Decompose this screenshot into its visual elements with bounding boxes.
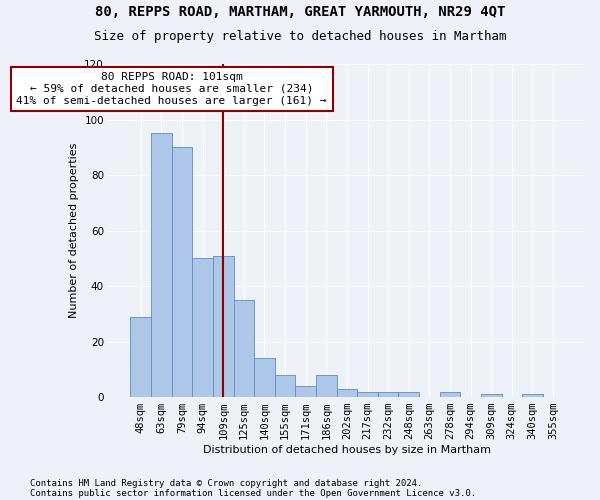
Bar: [151, 134, 172, 397]
Bar: [233, 300, 254, 397]
Bar: [398, 392, 419, 397]
Bar: [254, 358, 275, 397]
Text: Contains public sector information licensed under the Open Government Licence v3: Contains public sector information licen…: [30, 488, 476, 498]
Bar: [172, 148, 193, 397]
Bar: [193, 258, 213, 397]
Text: Contains HM Land Registry data © Crown copyright and database right 2024.: Contains HM Land Registry data © Crown c…: [30, 478, 422, 488]
Text: 80 REPPS ROAD: 101sqm
← 59% of detached houses are smaller (234)
41% of semi-det: 80 REPPS ROAD: 101sqm ← 59% of detached …: [16, 72, 327, 106]
Bar: [337, 389, 357, 397]
Bar: [213, 256, 233, 397]
Text: 80, REPPS ROAD, MARTHAM, GREAT YARMOUTH, NR29 4QT: 80, REPPS ROAD, MARTHAM, GREAT YARMOUTH,…: [95, 5, 505, 19]
Bar: [378, 392, 398, 397]
Bar: [522, 394, 543, 397]
Bar: [481, 394, 502, 397]
Bar: [275, 375, 295, 397]
X-axis label: Distribution of detached houses by size in Martham: Distribution of detached houses by size …: [203, 445, 491, 455]
Bar: [357, 392, 378, 397]
Bar: [130, 316, 151, 397]
Bar: [316, 375, 337, 397]
Y-axis label: Number of detached properties: Number of detached properties: [68, 143, 79, 318]
Bar: [295, 386, 316, 397]
Bar: [440, 392, 460, 397]
Text: Size of property relative to detached houses in Martham: Size of property relative to detached ho…: [94, 30, 506, 43]
